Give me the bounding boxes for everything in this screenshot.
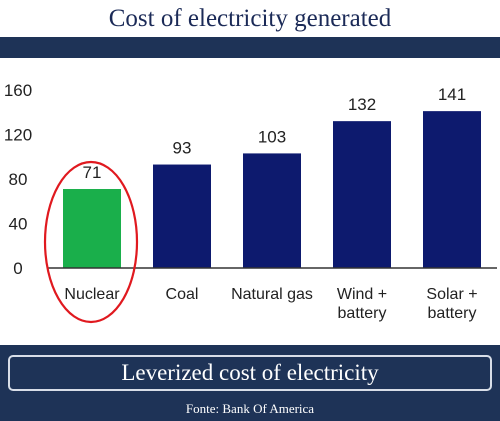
data-label: 71 (83, 163, 102, 182)
bar (243, 153, 301, 268)
data-label: 93 (173, 139, 192, 158)
y-tick-label: 120 (4, 126, 32, 145)
y-tick-label: 0 (13, 259, 22, 278)
chart-subtitle: Leverized cost of electricity (8, 355, 492, 391)
bar (423, 111, 481, 268)
header-band (0, 37, 500, 58)
highlight-circle (43, 160, 139, 324)
source-note: Fonte: Bank Of America (185, 401, 315, 416)
bar-chart: 0 40 80 120 160 71 Nuclear 93 Coal 103 Natural gas… (4, 81, 497, 324)
bar (333, 121, 391, 269)
data-label: 103 (258, 127, 286, 146)
chart-title: Cost of electricity generated (108, 5, 392, 32)
bar (153, 164, 211, 268)
x-tick-label: Wind + battery (337, 286, 387, 322)
footer-band: Leverized cost of electricity Fonte: Ban… (0, 345, 500, 421)
y-tick-label: 160 (4, 81, 32, 100)
data-label: 141 (438, 85, 466, 104)
x-tick-label: Natural gas (231, 286, 313, 303)
x-tick-label: Solar + battery (426, 286, 477, 322)
y-tick-label: 40 (9, 215, 28, 234)
data-label: 132 (348, 95, 376, 114)
x-tick-label: Coal (166, 286, 199, 303)
y-tick-label: 80 (9, 170, 28, 189)
bar (63, 189, 121, 268)
x-tick-label: Nuclear (64, 286, 120, 303)
